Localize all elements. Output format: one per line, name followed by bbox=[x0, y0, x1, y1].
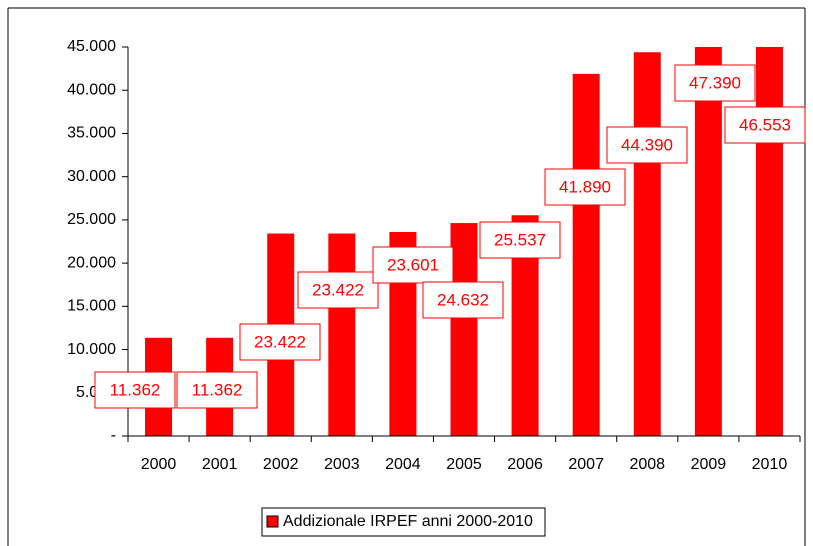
value-label-box bbox=[239, 323, 321, 361]
value-label: 41.890 bbox=[559, 177, 611, 196]
value-label-box bbox=[372, 246, 454, 284]
value-label-box bbox=[94, 371, 176, 409]
y-tick-label: 45.000 bbox=[67, 38, 116, 55]
x-tick-label: 2009 bbox=[691, 456, 727, 473]
value-label-box bbox=[544, 168, 626, 206]
plot-area bbox=[145, 47, 783, 436]
x-tick-label: 2007 bbox=[568, 456, 604, 473]
value-label: 25.537 bbox=[494, 230, 546, 249]
bar bbox=[694, 47, 722, 436]
bar bbox=[633, 52, 661, 436]
legend-label: Addizionale IRPEF anni 2000-2010 bbox=[283, 513, 533, 530]
value-label: 23.422 bbox=[312, 280, 364, 299]
y-tick-label: 30.000 bbox=[67, 168, 116, 185]
x-tick-label: 2010 bbox=[752, 456, 788, 473]
value-label-box bbox=[674, 64, 756, 102]
bar bbox=[328, 233, 356, 436]
value-label: 24.632 bbox=[437, 290, 489, 309]
value-label: 11.362 bbox=[110, 380, 161, 399]
bar bbox=[450, 223, 478, 436]
legend-swatch bbox=[266, 515, 279, 528]
legend-box bbox=[261, 507, 546, 537]
y-tick-label: 35.000 bbox=[67, 125, 116, 142]
bar bbox=[572, 73, 600, 436]
x-tick-label: 2004 bbox=[385, 456, 421, 473]
x-tick-label: 2000 bbox=[141, 456, 177, 473]
value-label: 47.390 bbox=[689, 73, 741, 92]
x-tick-label: 2001 bbox=[202, 456, 238, 473]
value-label-box bbox=[479, 221, 561, 259]
x-tick-label: 2003 bbox=[324, 456, 360, 473]
value-label-box bbox=[422, 281, 504, 319]
x-tick-label: 2006 bbox=[507, 456, 543, 473]
y-tick-label: 10.000 bbox=[67, 341, 116, 358]
value-label-box bbox=[606, 126, 688, 164]
x-tick-label: 2005 bbox=[446, 456, 482, 473]
value-label-box bbox=[724, 106, 806, 144]
value-label: 11.362 bbox=[192, 380, 243, 399]
value-label: 23.422 bbox=[254, 332, 306, 351]
value-label: 46.553 bbox=[739, 115, 791, 134]
value-label-box bbox=[297, 271, 379, 309]
x-tick-label: 2008 bbox=[629, 456, 665, 473]
bar bbox=[755, 47, 783, 436]
value-label: 44.390 bbox=[621, 135, 673, 154]
y-tick-label: - bbox=[111, 427, 116, 444]
y-tick-label: 15.000 bbox=[67, 298, 116, 315]
x-tick-label: 2002 bbox=[263, 456, 299, 473]
y-tick-label: 20.000 bbox=[67, 254, 116, 271]
y-tick-label: 25.000 bbox=[67, 211, 116, 228]
value-label-box bbox=[176, 371, 258, 409]
value-label: 23.601 bbox=[387, 255, 439, 274]
y-tick-label: 40.000 bbox=[67, 81, 116, 98]
